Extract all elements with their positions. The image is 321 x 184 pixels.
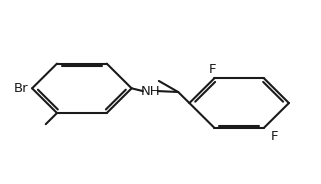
Text: F: F: [209, 63, 216, 76]
Text: Br: Br: [13, 82, 28, 95]
Text: F: F: [270, 130, 278, 143]
Text: NH: NH: [141, 85, 161, 98]
